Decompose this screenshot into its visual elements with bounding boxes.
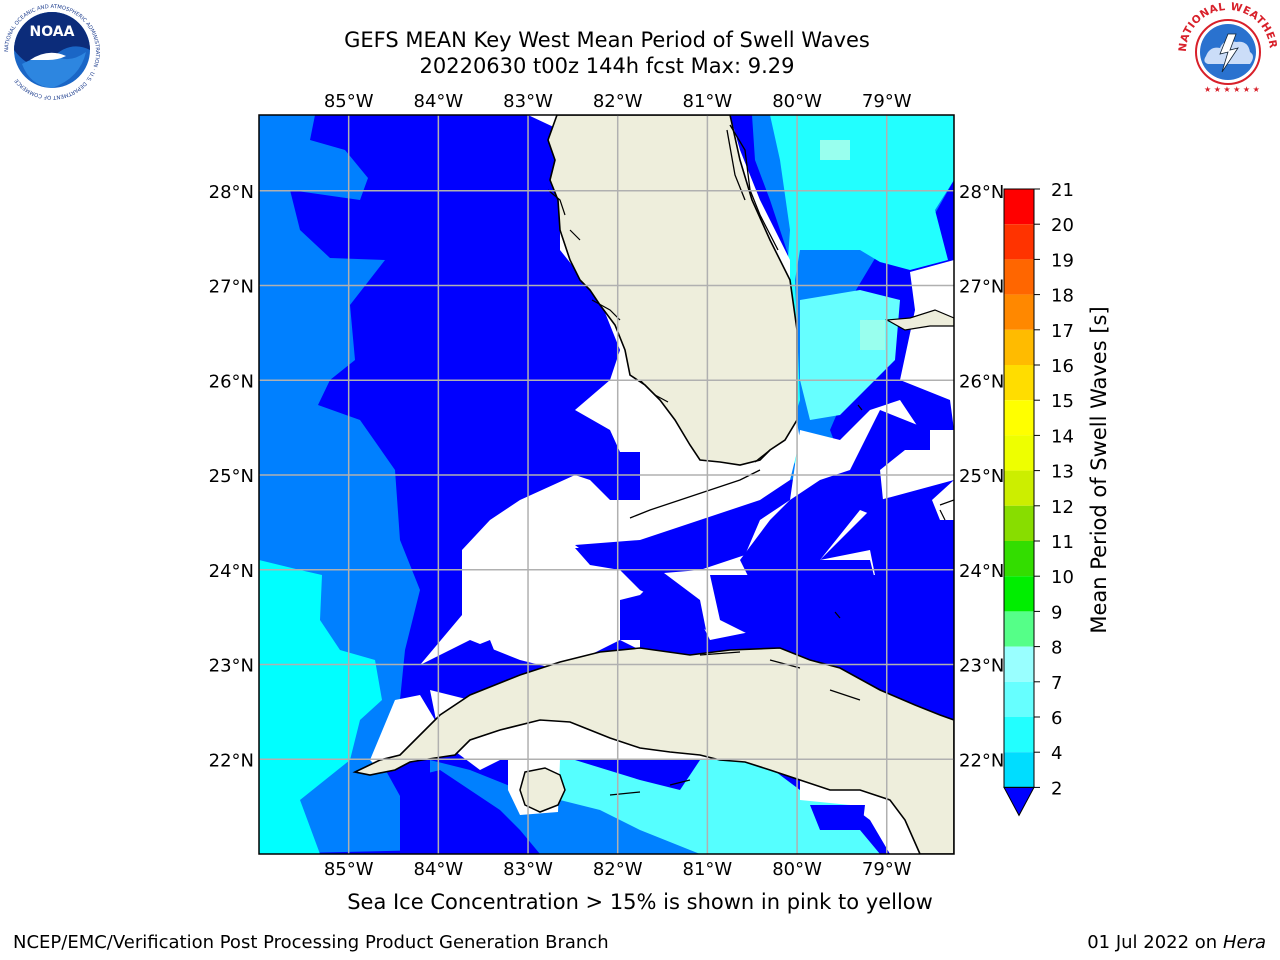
colorbar-tick-label: 14	[1051, 426, 1074, 447]
colorbar-tick-label: 12	[1051, 497, 1074, 518]
colorbar-tick-label: 7	[1051, 673, 1062, 694]
colorbar-tick-label: 10	[1051, 567, 1074, 588]
colorbar-tick-label: 9	[1051, 602, 1062, 623]
colorbar-segment	[1004, 189, 1034, 225]
colorbar-tick-label: 13	[1051, 462, 1074, 483]
colorbar-segment	[1004, 541, 1034, 577]
land-florida	[547, 115, 798, 466]
generation-date: 01 Jul 2022 on Hera	[1087, 932, 1266, 953]
colorbar-segment	[1004, 224, 1034, 260]
sea-ice-note: Sea Ice Concentration > 15% is shown in …	[347, 890, 933, 914]
lon-label-bottom: 81°W	[683, 859, 733, 880]
lat-label-left: 26°N	[209, 371, 254, 392]
lon-label-top: 85°W	[324, 91, 374, 112]
nws-logo: NATIONAL WEATHER SERVICE ★ ★ ★ ★ ★ ★	[1176, 0, 1279, 102]
lat-label-right: 22°N	[959, 750, 1004, 771]
colorbar-segment	[1004, 400, 1034, 436]
colorbar-tick-label: 6	[1051, 708, 1062, 729]
colorbar-tick-label: 4	[1051, 743, 1062, 764]
colorbar-segment	[1004, 576, 1034, 612]
lat-label-left: 24°N	[209, 561, 254, 582]
title-line-1: GEFS MEAN Key West Mean Period of Swell …	[344, 28, 870, 52]
colorbar-segment	[1004, 611, 1034, 647]
colorbar-segment	[1004, 505, 1034, 541]
colorbar-segment	[1004, 259, 1034, 295]
map-frame	[258, 114, 955, 855]
colorbar-tick-label: 15	[1051, 391, 1074, 412]
lat-label-left: 28°N	[209, 182, 254, 203]
ocean-mid-blue-east	[752, 115, 954, 480]
land-cuba	[352, 647, 954, 854]
colorbar-segment	[1004, 470, 1034, 506]
ocean-cyan-west	[259, 560, 382, 854]
noaa-logo-text: NOAA	[30, 24, 75, 40]
ocean-cyan-south	[555, 760, 880, 854]
lat-label-right: 26°N	[959, 371, 1004, 392]
colorbar-segment	[1004, 435, 1034, 471]
lon-label-bottom: 79°W	[862, 859, 912, 880]
lon-label-top: 82°W	[593, 91, 643, 112]
lat-label-right: 24°N	[959, 561, 1004, 582]
colorbar-segment	[1004, 329, 1034, 365]
colorbar-segment	[1004, 681, 1034, 717]
title-line-2: 20220630 t00z 144h fcst Max: 9.29	[419, 54, 795, 78]
colorbar-tick-label: 16	[1051, 356, 1074, 377]
lon-label-top: 84°W	[414, 91, 464, 112]
colorbar-tick-label: 20	[1051, 215, 1074, 236]
lon-label-bottom: 80°W	[772, 859, 822, 880]
colorbar-tick-label: 18	[1051, 286, 1074, 307]
lat-label-left: 22°N	[209, 750, 254, 771]
lon-label-top: 83°W	[503, 91, 553, 112]
lon-label-bottom: 84°W	[414, 859, 464, 880]
ocean-cyan-east	[770, 115, 954, 478]
ocean-pale-cyan-east	[800, 290, 900, 420]
chart-title: GEFS MEAN Key West Mean Period of Swell …	[0, 27, 1214, 79]
lat-label-right: 25°N	[959, 466, 1004, 487]
lon-label-bottom: 85°W	[324, 859, 374, 880]
lat-label-left: 27°N	[209, 277, 254, 298]
host-name: Hera	[1222, 932, 1266, 953]
colorbar-tick-label: 2	[1051, 778, 1062, 799]
lat-label-right: 28°N	[959, 182, 1004, 203]
lat-label-left: 23°N	[209, 656, 254, 677]
colorbar-frame	[1003, 188, 1035, 788]
colorbar-tick-label: 21	[1051, 180, 1074, 201]
lon-label-bottom: 82°W	[593, 859, 643, 880]
date-text: 01 Jul 2022 on	[1087, 932, 1223, 953]
colorbar-tick-label: 17	[1051, 321, 1074, 342]
land-isla-juventud	[519, 767, 566, 813]
colorbar-tick-label: 11	[1051, 532, 1074, 553]
lon-label-top: 79°W	[862, 91, 912, 112]
colorbar-tick-label: 8	[1051, 638, 1062, 659]
nodata-florida-bay	[420, 115, 954, 670]
branch-credit: NCEP/EMC/Verification Post Processing Pr…	[13, 932, 609, 953]
colorbar-label: Mean Period of Swell Waves [s]	[1087, 306, 1111, 633]
ocean-deep-blue	[259, 115, 954, 854]
lat-label-left: 25°N	[209, 466, 254, 487]
lat-label-right: 27°N	[959, 277, 1004, 298]
colorbar: 2 4 6 7 8 9 10 11 12 13 14 15 16 17 18 19 20 21	[1003, 180, 1074, 817]
lon-label-bottom: 83°W	[503, 859, 553, 880]
colorbar-segment	[1004, 646, 1034, 682]
lat-label-right: 23°N	[959, 656, 1004, 677]
colorbar-segment	[1004, 752, 1034, 788]
noaa-logo: NATIONAL OCEANIC AND ATMOSPHERIC ADMINIS…	[2, 0, 102, 100]
lon-label-top: 81°W	[683, 91, 733, 112]
ocean-mid-blue-west	[259, 115, 430, 854]
svg-text:★ ★ ★ ★ ★ ★: ★ ★ ★ ★ ★ ★	[1204, 85, 1260, 94]
colorbar-segment	[1004, 717, 1034, 753]
lon-label-top: 80°W	[772, 91, 822, 112]
colorbar-tick-label: 19	[1051, 250, 1074, 271]
colorbar-segment	[1004, 294, 1034, 330]
colorbar-underflow	[1003, 786, 1035, 817]
colorbar-segment	[1004, 365, 1034, 401]
